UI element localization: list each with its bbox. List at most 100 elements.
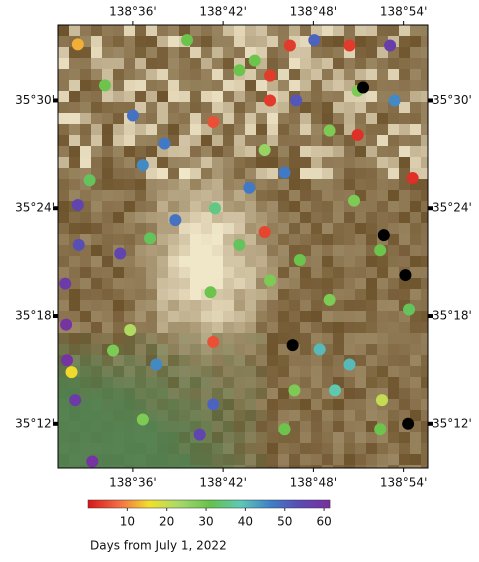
bg-pixel	[245, 355, 256, 366]
bg-pixel	[91, 69, 102, 80]
bg-pixel	[135, 333, 146, 344]
bg-pixel	[300, 410, 311, 421]
bg-pixel	[113, 399, 124, 410]
bg-pixel	[146, 190, 157, 201]
bg-pixel	[410, 47, 421, 58]
colorbar-tick-label: 60	[316, 515, 331, 529]
colorbar-segment	[188, 500, 191, 508]
bg-pixel	[223, 201, 234, 212]
bg-pixel	[190, 212, 201, 223]
bg-pixel	[69, 278, 80, 289]
bg-pixel	[267, 80, 278, 91]
bg-pixel	[355, 256, 366, 267]
bg-pixel	[212, 234, 223, 245]
bg-pixel	[399, 454, 410, 465]
bg-pixel	[124, 355, 135, 366]
bg-pixel	[410, 454, 421, 465]
bg-pixel	[300, 190, 311, 201]
bg-pixel	[146, 399, 157, 410]
bg-pixel	[212, 102, 223, 113]
bg-pixel	[80, 69, 91, 80]
bg-pixel	[58, 157, 69, 168]
bg-pixel	[344, 344, 355, 355]
bg-pixel	[245, 443, 256, 454]
bg-pixel	[69, 135, 80, 146]
bg-pixel	[322, 465, 333, 468]
bg-pixel	[355, 344, 366, 355]
bg-pixel	[201, 25, 212, 36]
bg-pixel	[201, 344, 212, 355]
bg-pixel	[135, 168, 146, 179]
bg-pixel	[135, 80, 146, 91]
bg-pixel	[267, 432, 278, 443]
bg-pixel	[333, 113, 344, 124]
sample-point	[343, 358, 356, 371]
bg-pixel	[278, 388, 289, 399]
bg-pixel	[190, 124, 201, 135]
bg-pixel	[366, 135, 377, 146]
bg-pixel	[113, 454, 124, 465]
bg-pixel	[322, 80, 333, 91]
bg-pixel	[333, 124, 344, 135]
bg-pixel	[168, 179, 179, 190]
bg-pixel	[322, 157, 333, 168]
bg-pixel	[58, 465, 69, 468]
sample-point	[384, 39, 397, 52]
bg-pixel	[267, 135, 278, 146]
bg-pixel	[58, 190, 69, 201]
bg-pixel	[212, 212, 223, 223]
bg-pixel	[80, 465, 91, 468]
bg-pixel	[179, 256, 190, 267]
bg-pixel	[267, 267, 278, 278]
bg-pixel	[289, 355, 300, 366]
bg-pixel	[58, 47, 69, 58]
black-point	[402, 417, 415, 430]
bg-pixel	[223, 377, 234, 388]
bg-pixel	[146, 465, 157, 468]
bg-pixel	[135, 102, 146, 113]
bg-pixel	[278, 289, 289, 300]
bg-pixel	[344, 47, 355, 58]
bg-pixel	[278, 322, 289, 333]
colorbar-segment	[120, 500, 123, 508]
bg-pixel	[179, 91, 190, 102]
bg-pixel	[388, 69, 399, 80]
bg-pixel	[289, 179, 300, 190]
bg-pixel	[113, 421, 124, 432]
bg-pixel	[146, 388, 157, 399]
bg-pixel	[190, 245, 201, 256]
bg-pixel	[267, 234, 278, 245]
bg-pixel	[234, 212, 245, 223]
bg-pixel	[80, 289, 91, 300]
bg-pixel	[355, 399, 366, 410]
bg-pixel	[256, 410, 267, 421]
bg-pixel	[157, 113, 168, 124]
colorbar-segment	[254, 500, 257, 508]
bg-pixel	[190, 102, 201, 113]
colorbar-segment	[224, 500, 227, 508]
colorbar-segment	[308, 500, 311, 508]
bg-pixel	[146, 366, 157, 377]
bg-pixel	[322, 333, 333, 344]
bg-pixel	[91, 80, 102, 91]
bg-pixel	[278, 212, 289, 223]
bg-pixel	[311, 223, 322, 234]
bg-pixel	[366, 179, 377, 190]
bg-pixel	[113, 47, 124, 58]
bg-pixel	[311, 47, 322, 58]
bg-pixel	[267, 410, 278, 421]
bg-pixel	[300, 278, 311, 289]
bg-pixel	[421, 201, 428, 212]
bg-pixel	[168, 168, 179, 179]
bg-pixel	[58, 388, 69, 399]
bg-pixel	[344, 201, 355, 212]
bg-pixel	[388, 377, 399, 388]
bg-pixel	[267, 289, 278, 300]
bg-pixel	[289, 245, 300, 256]
bg-pixel	[58, 267, 69, 278]
colorbar-segment	[262, 500, 265, 508]
bg-pixel	[102, 124, 113, 135]
bg-pixel	[201, 399, 212, 410]
bg-pixel	[267, 421, 278, 432]
sample-point	[278, 423, 291, 436]
